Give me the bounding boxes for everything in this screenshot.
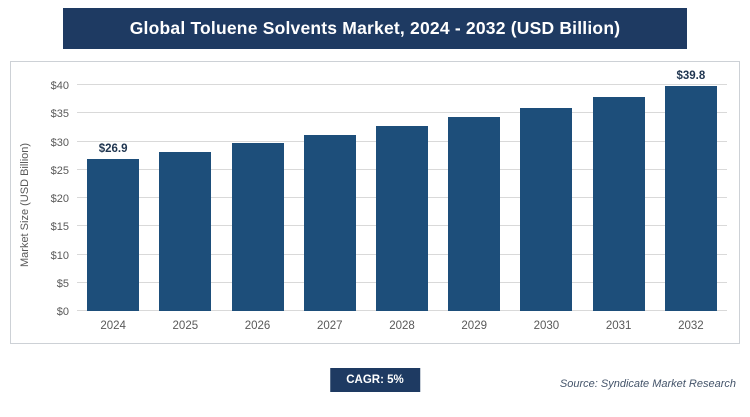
y-tick-label: $15 <box>50 221 69 234</box>
bar-2030 <box>520 107 573 311</box>
bar-value-label-2032: $39.8 <box>676 70 706 83</box>
y-tick-label: $0 <box>56 306 69 318</box>
gridline <box>77 112 727 114</box>
bar-2028 <box>375 126 428 311</box>
gridline <box>77 84 727 85</box>
bar-slot-2024: $26.9 <box>77 85 149 311</box>
chart-title-banner: Global Toluene Solvents Market, 2024 - 2… <box>63 8 687 49</box>
y-tick-label: $25 <box>50 164 69 177</box>
bar-slot-2032: $39.8 <box>655 70 727 311</box>
bar-slot-2027 <box>294 85 366 311</box>
x-tick-label-2028: 2028 <box>389 320 415 332</box>
x-tick-label-2032: 2032 <box>678 320 704 332</box>
y-tick-label: $35 <box>50 108 69 121</box>
y-tick-label: $40 <box>50 80 69 92</box>
y-axis-ticks: $0 $5 $10 $15 $20 $25 $30 $35 $40 <box>37 68 77 318</box>
bar-2027 <box>303 135 356 311</box>
x-tick-label-2027: 2027 <box>316 320 343 332</box>
chart-panel: Market Size (USD Billion) $0 $5 $10 $15 $20 $… <box>10 61 740 344</box>
bar-value-label-2024: $26.9 <box>98 143 128 156</box>
x-tick-label-2024: 2024 <box>100 320 126 332</box>
bar-slot-2031 <box>583 85 655 311</box>
x-tick-label-2029: 2029 <box>461 320 487 332</box>
bar-slot-2028 <box>366 85 438 311</box>
bar-slot-2030 <box>510 85 582 311</box>
y-tick-label: $30 <box>50 136 69 149</box>
x-tick-label-2030: 2030 <box>533 320 560 332</box>
x-axis-ticks: 2024 2025 2026 2027 2028 2029 2030 2031 2032 <box>77 311 727 341</box>
chart-title: Global Toluene Solvents Market, 2024 - 2… <box>129 18 621 38</box>
bar-2029 <box>448 117 501 311</box>
cagr-badge: CAGR: 5% <box>330 368 420 392</box>
bar-2032 <box>664 86 717 311</box>
bars-row: $26.9 $39.8 <box>77 70 727 311</box>
bar-2024 <box>87 159 140 311</box>
source-text: Source: Syndicate Market Research <box>559 378 736 390</box>
bar-2031 <box>592 97 645 311</box>
plot-area: $26.9 $39.8 <box>77 68 727 311</box>
bar-2026 <box>231 143 284 311</box>
x-tick-label-2026: 2026 <box>244 320 271 332</box>
bar-slot-2029 <box>438 85 510 311</box>
bar-2025 <box>159 151 212 311</box>
x-tick-label-2025: 2025 <box>172 320 199 332</box>
bar-slot-2025 <box>149 85 221 311</box>
y-tick-label: $10 <box>50 249 69 262</box>
y-tick-label: $5 <box>56 277 69 290</box>
x-tick-label-2031: 2031 <box>605 320 632 332</box>
y-tick-label: $20 <box>50 193 69 205</box>
y-axis-label: Market Size (USD Billion) <box>19 142 31 267</box>
bar-slot-2026 <box>221 85 293 311</box>
